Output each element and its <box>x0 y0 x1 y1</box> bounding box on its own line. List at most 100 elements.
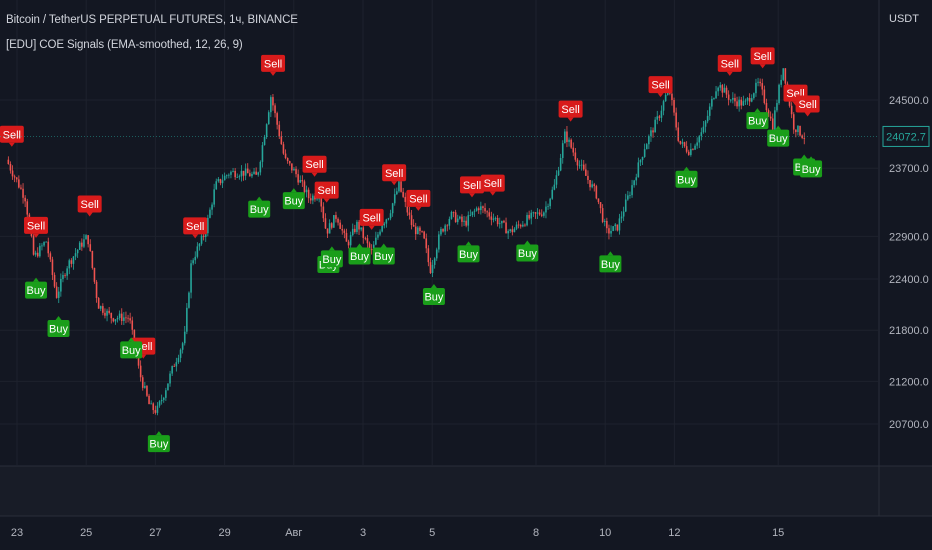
candle-body <box>24 197 26 202</box>
candle-body <box>427 248 430 263</box>
candle-body <box>610 230 612 234</box>
candle-body <box>650 130 652 137</box>
candle-body <box>9 164 12 171</box>
candle-body <box>217 179 220 182</box>
y-tick-label: 21800.0 <box>889 325 929 337</box>
candle-body <box>410 215 413 226</box>
candle-body <box>32 236 35 255</box>
buy-signal: Buy <box>372 243 395 265</box>
candle-body <box>564 131 566 144</box>
candle-body <box>108 310 110 313</box>
candle-body <box>715 91 717 99</box>
candle-body <box>729 99 732 101</box>
candle-body <box>801 135 803 139</box>
candle-body <box>549 198 551 207</box>
sell-signal: Sell <box>459 176 484 198</box>
symbol-title[interactable]: Bitcoin / TetherUS PERPETUAL FUTURES, 1ч… <box>6 14 298 26</box>
candle-body <box>671 93 673 100</box>
sell-signal: Sell <box>382 164 407 186</box>
buy-signal: Buy <box>282 188 305 210</box>
candle-body <box>765 102 768 111</box>
indicator-title[interactable]: [EDU] COE Signals (EMA-smoothed, 12, 26,… <box>6 39 243 51</box>
candle-body <box>49 253 52 260</box>
candle-body <box>719 85 722 88</box>
candle-body <box>459 216 461 219</box>
candle-body <box>171 366 173 374</box>
candle-body <box>578 165 581 167</box>
candle-body <box>177 357 180 363</box>
candle-body <box>593 184 596 187</box>
candle-body <box>702 126 705 133</box>
candle-body <box>335 215 337 219</box>
sell-signal: Sell <box>314 181 339 203</box>
candle-body <box>370 249 373 251</box>
candle-body <box>614 224 617 227</box>
candle-body <box>125 317 127 319</box>
candle-body <box>43 242 45 246</box>
candle-body <box>406 201 409 213</box>
candle-body <box>419 227 421 232</box>
svg-text:Buy: Buy <box>802 164 821 176</box>
candle-body <box>776 103 778 111</box>
candle-body <box>278 124 281 137</box>
svg-text:Sell: Sell <box>264 58 282 70</box>
candle-body <box>438 234 440 250</box>
candle-body <box>47 241 50 254</box>
candle-body <box>162 397 165 400</box>
candle-body <box>580 164 583 166</box>
candle-body <box>379 231 381 235</box>
candle-body <box>337 218 339 223</box>
candle-body <box>471 211 474 216</box>
candle-body <box>435 249 438 259</box>
candle-body <box>603 220 606 222</box>
svg-text:Buy: Buy <box>49 324 68 336</box>
candle-body <box>87 235 89 245</box>
candle-body <box>104 312 106 316</box>
svg-text:Sell: Sell <box>753 51 771 63</box>
svg-text:Buy: Buy <box>250 204 269 216</box>
candle-body <box>396 191 398 195</box>
candle-body <box>740 99 743 106</box>
candle-body <box>324 218 327 229</box>
candle-body <box>152 403 155 411</box>
candle-body <box>530 212 533 219</box>
svg-text:Buy: Buy <box>149 439 168 451</box>
candle-body <box>637 162 640 178</box>
candle-body <box>708 106 711 116</box>
candle-body <box>291 163 293 171</box>
candle-body <box>320 198 323 207</box>
x-tick-label: 12 <box>668 527 680 539</box>
candle-body <box>303 181 306 193</box>
candle-body <box>540 214 543 216</box>
svg-text:Sell: Sell <box>651 80 669 92</box>
candle-body <box>253 171 255 174</box>
candle-body <box>398 181 400 192</box>
candle-body <box>711 98 713 107</box>
candle-body <box>679 140 682 144</box>
x-tick-label: 27 <box>149 527 161 539</box>
candle-body <box>221 180 224 184</box>
sell-signal: Sell <box>558 100 583 122</box>
candle-body <box>566 131 568 142</box>
candle-body <box>486 211 488 213</box>
x-tick-label: 10 <box>599 527 611 539</box>
candle-body <box>465 220 467 226</box>
candle-body <box>551 189 554 199</box>
candle-body <box>400 181 402 192</box>
buy-signal: Buy <box>25 277 48 299</box>
candle-body <box>200 235 203 244</box>
candle-body <box>782 68 785 80</box>
candle-body <box>750 98 753 102</box>
candle-body <box>645 144 648 150</box>
candle-body <box>799 125 801 136</box>
candle-body <box>137 356 140 366</box>
buy-signal: Buy <box>516 240 539 262</box>
candle-body <box>589 179 591 188</box>
buy-signal: Buy <box>348 243 371 265</box>
candle-body <box>282 144 285 154</box>
buy-signal: Buy <box>767 125 790 147</box>
candle-body <box>582 164 585 170</box>
candle-body <box>690 149 692 155</box>
